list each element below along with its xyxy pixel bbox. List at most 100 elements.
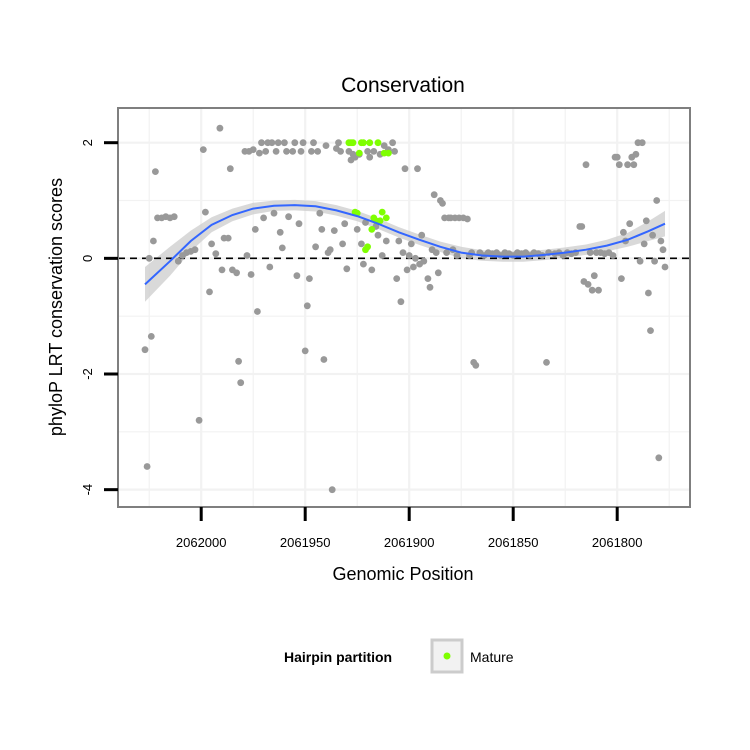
data-point [412,254,419,262]
data-point [360,260,367,268]
data-point [405,252,413,259]
data-point [418,231,426,239]
data-point [150,237,157,245]
data-point [247,271,255,278]
y-tick-label: -2 [80,368,95,380]
data-point [393,275,401,282]
data-point [330,227,338,235]
y-tick-label: 2 [80,139,95,146]
data-point [414,165,421,173]
data-point [407,240,415,248]
data-point [297,148,305,155]
y-tick-label: 0 [80,255,95,262]
chart-title: Conservation [341,74,465,97]
data-point [141,346,149,354]
mature-point [378,208,386,216]
data-point [322,142,330,150]
data-point [378,252,386,259]
data-point [326,246,334,254]
legend: Hairpin partition Mature [284,638,514,674]
data-point [649,231,656,239]
data-point [397,298,405,306]
x-tick-label: 2062000 [176,535,227,550]
data-point [624,161,631,169]
data-point [254,308,261,315]
data-point [170,213,178,221]
data-point [191,246,199,254]
data-point [432,249,440,256]
data-point [584,281,592,288]
data-point [620,228,627,236]
mature-point [368,226,376,233]
data-point [626,220,634,228]
data-point [272,148,280,155]
data-point [278,244,286,252]
data-point [590,272,598,280]
data-point [249,146,257,154]
data-point [256,149,263,157]
data-point [206,288,213,296]
data-point [320,356,328,363]
mature-point [355,149,363,157]
data-point [316,209,324,217]
data-point [630,161,638,169]
x-tick-label: 2061850 [488,535,539,550]
data-point [472,361,480,369]
data-point [212,250,220,258]
mature-point [366,139,374,147]
data-point [464,215,471,223]
data-point [636,257,644,265]
data-point [578,223,586,230]
data-point [199,146,207,154]
data-point [439,200,446,207]
data-point [285,213,292,221]
data-point [328,486,336,494]
data-point [268,139,276,147]
data-point [314,148,322,155]
data-point [582,161,590,169]
data-point [195,416,203,424]
data-point [382,237,390,245]
mature-point [364,243,371,251]
data-point [276,228,284,236]
legend-label-mature: Mature [470,649,514,665]
legend-title: Hairpin partition [284,649,392,665]
data-point [389,139,396,147]
data-point [588,286,596,294]
x-axis-title: Genomic Position [332,564,473,584]
data-point [655,454,663,462]
data-point [453,252,461,259]
data-point [341,220,349,228]
data-point [618,275,625,282]
x-tick-label: 2061950 [280,535,331,550]
legend-key-mature-marker [443,652,451,660]
data-point [301,347,309,355]
data-point [399,249,407,256]
data-point [303,302,311,310]
data-point [595,286,602,294]
data-point [374,231,382,239]
data-point [226,165,234,173]
plot-frame [117,107,691,508]
data-point [266,263,274,271]
mature-point [385,149,392,157]
data-point [434,269,442,277]
data-point [145,254,153,262]
y-axis-title: phyloP LRT conservation scores [46,178,66,436]
data-point [291,139,299,147]
data-point [310,139,317,147]
data-point [424,275,432,282]
data-point [339,240,346,248]
data-point [426,283,434,291]
data-point [364,148,371,155]
data-point [651,257,658,265]
data-point [343,265,351,273]
data-point [283,148,290,155]
data-point [410,263,417,271]
data-point [401,165,409,173]
data-point [632,150,640,158]
data-point [251,226,259,233]
data-point [174,257,182,265]
data-point [152,168,159,176]
data-point [661,263,669,271]
